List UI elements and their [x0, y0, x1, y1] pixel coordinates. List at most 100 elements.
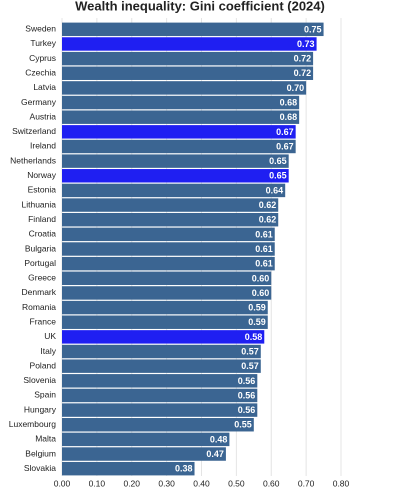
x-tick-label: 0.10 [89, 478, 106, 488]
bar [62, 51, 314, 66]
y-tick-label: Croatia [29, 229, 57, 239]
value-label: 0.67 [276, 127, 294, 137]
y-tick-label: Netherlands [10, 155, 56, 165]
value-label: 0.75 [304, 24, 322, 34]
y-tick-label: Luxembourg [9, 419, 57, 429]
y-tick-label: Hungary [24, 404, 57, 414]
value-label: 0.59 [248, 303, 266, 313]
y-tick-label: Lithuania [21, 199, 56, 209]
y-tick-label: Malta [35, 434, 56, 444]
y-tick-label: Poland [30, 360, 57, 370]
value-label: 0.60 [252, 273, 270, 283]
x-tick-label: 0.30 [158, 478, 175, 488]
y-tick-label: Sweden [25, 24, 56, 34]
bar [62, 110, 300, 124]
value-label: 0.73 [297, 39, 315, 49]
bar [62, 432, 230, 447]
value-label: 0.56 [238, 390, 256, 400]
y-tick-label: Denmark [22, 287, 57, 297]
bar [62, 388, 258, 403]
value-label: 0.65 [269, 171, 287, 181]
y-tick-label: Slovakia [24, 463, 56, 473]
value-label: 0.65 [269, 156, 287, 166]
x-tick-label: 0.40 [193, 478, 210, 488]
y-tick-label: Cyprus [29, 53, 56, 63]
value-label: 0.58 [245, 332, 263, 342]
y-tick-label: Germany [21, 97, 57, 107]
value-label: 0.38 [175, 464, 193, 474]
value-label: 0.68 [280, 112, 298, 122]
bar [62, 300, 268, 315]
bar [62, 81, 307, 95]
bar [62, 374, 258, 388]
y-tick-label: Italy [40, 346, 56, 356]
y-tick-label: Turkey [30, 38, 56, 48]
y-tick-label: Portugal [24, 258, 56, 268]
y-tick-label: Austria [30, 111, 57, 121]
bar [62, 286, 272, 300]
y-tick-label: Czechia [25, 68, 56, 78]
y-tick-label: UK [44, 331, 56, 341]
value-label: 0.61 [255, 259, 273, 269]
bar [62, 271, 272, 286]
chart-title: Wealth inequality: Gini coefficient (202… [75, 0, 325, 13]
y-tick-label: Slovenia [23, 375, 56, 385]
bar [62, 183, 286, 198]
value-label: 0.67 [276, 141, 294, 151]
bar [62, 198, 279, 212]
value-label: 0.72 [294, 54, 312, 64]
value-label: 0.64 [266, 185, 284, 195]
y-tick-label: Finland [28, 214, 56, 224]
value-label: 0.61 [255, 244, 273, 254]
bar [62, 256, 275, 271]
bar [62, 418, 254, 432]
bar [62, 227, 275, 242]
value-label: 0.72 [294, 68, 312, 78]
bar [62, 37, 317, 51]
y-tick-label: France [30, 316, 57, 326]
bar [62, 154, 289, 168]
y-tick-label: Greece [28, 273, 56, 283]
value-label: 0.57 [241, 361, 259, 371]
bar [62, 169, 289, 183]
x-tick-label: 0.50 [228, 478, 245, 488]
bar [62, 315, 268, 329]
value-label: 0.48 [210, 434, 228, 444]
bar [62, 461, 195, 476]
y-tick-label: Belgium [25, 448, 56, 458]
x-tick-label: 0.70 [298, 478, 315, 488]
value-label: 0.62 [259, 215, 277, 225]
x-tick-label: 0.00 [54, 478, 71, 488]
value-label: 0.70 [287, 83, 305, 93]
y-tick-label: Norway [27, 170, 57, 180]
bar [62, 330, 265, 344]
y-tick-label: Switzerland [12, 126, 56, 136]
y-tick-label: Romania [22, 302, 56, 312]
y-tick-label: Spain [34, 390, 56, 400]
value-label: 0.62 [259, 200, 277, 210]
bar [62, 212, 279, 227]
value-label: 0.60 [252, 288, 270, 298]
value-label: 0.47 [206, 449, 224, 459]
value-label: 0.56 [238, 405, 256, 415]
bar [62, 447, 226, 461]
bar [62, 344, 261, 359]
bar [62, 95, 300, 110]
value-label: 0.68 [280, 98, 298, 108]
bar [62, 139, 296, 154]
bar [62, 66, 314, 80]
x-tick-label: 0.60 [263, 478, 280, 488]
value-label: 0.61 [255, 229, 273, 239]
value-label: 0.57 [241, 346, 259, 356]
value-label: 0.59 [248, 317, 266, 327]
y-tick-label: Bulgaria [25, 243, 56, 253]
x-tick-label: 0.80 [333, 478, 350, 488]
value-label: 0.56 [238, 376, 256, 386]
x-tick-label: 0.20 [123, 478, 140, 488]
y-tick-label: Ireland [30, 141, 56, 151]
y-tick-label: Latvia [33, 82, 56, 92]
bar [62, 242, 275, 256]
bar [62, 359, 261, 373]
bar [62, 125, 296, 139]
